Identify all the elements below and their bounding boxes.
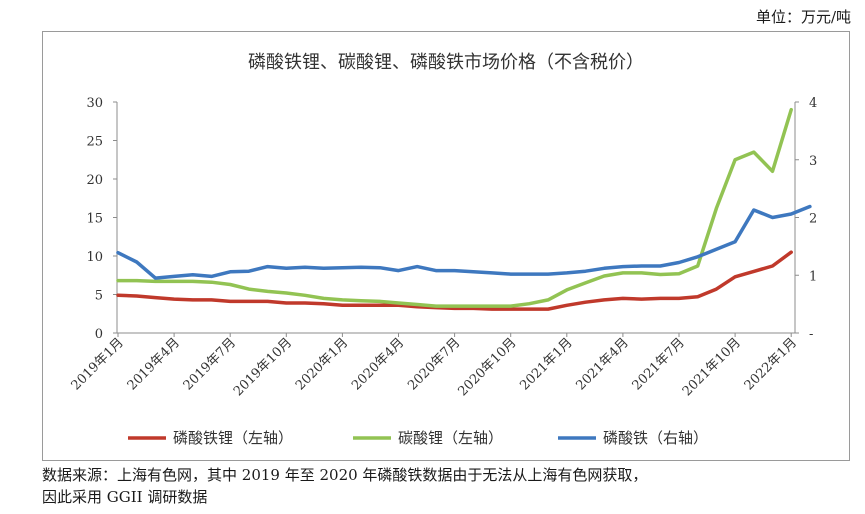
x-tick-label: 2022年1月 (742, 335, 800, 393)
source-note-line-1: 数据来源：上海有色网，其中 2019 年至 2020 年磷酸铁数据由于无法从上海… (42, 466, 648, 484)
right-y-tick-label: 4 (809, 96, 817, 111)
series-line-1 (116, 250, 793, 311)
x-tick-label: 2020年4月 (349, 335, 407, 393)
series-layer (116, 107, 812, 311)
x-tick-label: 2021年4月 (573, 335, 631, 393)
right-y-tick-label: 3 (809, 154, 817, 169)
x-tick-label: 2019年1月 (69, 335, 127, 393)
right-y-tick-label: - (809, 327, 813, 342)
unit-label: 单位：万元/吨 (755, 8, 851, 26)
legend-label-1: 磷酸铁锂（左轴） (173, 429, 293, 447)
x-tick-label: 2020年7月 (405, 335, 463, 393)
x-tick-label: 2019年10月 (231, 335, 295, 399)
x-tick-label: 2020年10月 (455, 335, 519, 399)
left-y-tick-label: 30 (86, 96, 103, 111)
x-tick-label: 2021年1月 (517, 335, 575, 393)
x-tick-label: 2021年10月 (680, 335, 744, 399)
source-note: 数据来源：上海有色网，其中 2019 年至 2020 年磷酸铁数据由于无法从上海… (42, 464, 852, 508)
legend-label-3: 磷酸铁（右轴） (603, 429, 708, 447)
right-y-tick-label: 1 (809, 269, 817, 284)
left-y-tick-label: 20 (86, 173, 103, 188)
price-line-chart: 磷酸铁锂、碳酸锂、磷酸铁市场价格（不含税价） 0 5 10 15 20 25 30 - 1 2 3 4… (69, 52, 818, 447)
right-y-tick-label: 2 (809, 212, 817, 227)
x-tick-label: 2021年7月 (630, 335, 688, 393)
x-tick-label: 2019年7月 (181, 335, 239, 393)
x-tick-label: 2020年1月 (293, 335, 351, 393)
left-y-tick-label: 25 (86, 135, 103, 150)
series-line-2 (116, 107, 793, 308)
left-y-tick-label: 10 (86, 250, 103, 265)
series-line-3 (116, 204, 812, 280)
chart-title: 磷酸铁锂、碳酸锂、磷酸铁市场价格（不含税价） (248, 52, 644, 73)
chart-frame: 磷酸铁锂、碳酸锂、磷酸铁市场价格（不含税价） 0 5 10 15 20 25 30 - 1 2 3 4… (42, 31, 850, 461)
legend: 磷酸铁锂（左轴） 碳酸锂（左轴） 磷酸铁（右轴） (128, 429, 708, 447)
x-tick-label: 2019年4月 (125, 335, 183, 393)
left-y-tick-label: 5 (95, 289, 103, 304)
left-y-tick-label: 0 (95, 327, 103, 342)
legend-label-2: 碳酸锂（左轴） (398, 429, 503, 447)
left-y-tick-label: 15 (86, 212, 103, 227)
source-note-line-2: 因此采用 GGII 调研数据 (42, 488, 208, 506)
